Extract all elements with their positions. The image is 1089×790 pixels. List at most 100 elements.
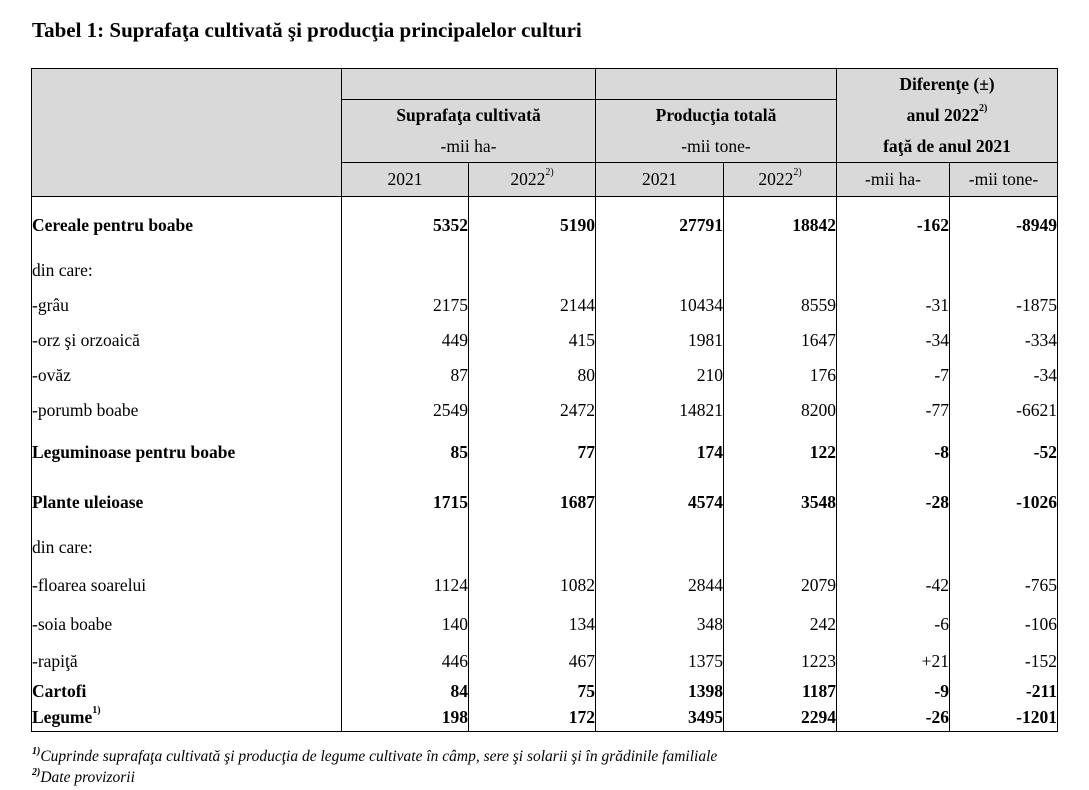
header-diff-line2: anul 20222) [836,99,1058,132]
cell-diff-ha: -42 [836,566,950,605]
cell-prod-2022: 1187 [723,677,837,705]
cell-area-2021: 87 [341,357,469,393]
header-diff-line2-sup: 2) [979,103,988,114]
header-diff-unit-t: -mii tone- [949,162,1058,197]
cell-area-2021: 446 [341,644,469,678]
row-label: Leguminoase pentru boabe [31,427,342,478]
row-label-text: din care: [32,536,93,557]
row-label: -grâu [31,287,342,323]
cell-area-2022: 172 [468,704,596,732]
table-row: -orz şi orzoaică 449 415 1981 1647 -34 -334 [31,322,1058,358]
row-label: Cartofi [31,677,342,705]
footnote-2-mark: 2) [32,767,41,778]
cell-prod-2021: 27791 [595,196,724,254]
table-body: Cereale pentru boabe 5352 5190 27791 18842 -1… [31,196,1058,732]
cell-diff-t: -1201 [949,704,1058,732]
cell-diff-ha [836,253,950,288]
row-label-text: Plante uleioase [32,492,144,512]
cell-area-2021: 198 [341,704,469,732]
header-year-2022-area: 20222) [468,162,596,197]
cell-prod-2022: 18842 [723,196,837,254]
row-label: -floarea soarelui [31,566,342,605]
row-label-text: -porumb boabe [32,399,139,420]
header-year-2022-prod-sup: 2) [793,167,802,178]
row-label: din care: [31,527,342,567]
table-row: Cartofi 84 75 1398 1187 -9 -211 [31,677,1058,705]
table-row: Plante uleioase 1715 1687 4574 3548 -28 -1026 [31,477,1058,528]
footnote-2: 2)Date provizorii [32,767,135,787]
row-label: -rapiţă [31,644,342,678]
cell-prod-2021: 14821 [595,392,724,428]
cell-area-2021 [341,527,469,567]
row-label-text: -soia boabe [32,614,113,634]
header-year-2022-prod: 20222) [723,162,837,197]
cell-prod-2022: 1223 [723,644,837,678]
cell-diff-t: -34 [949,357,1058,393]
cell-diff-t: -52 [949,427,1058,478]
table-row: Legume1) 198 172 3495 2294 -26 -1201 [31,704,1058,732]
row-label-text: -orz şi orzoaică [32,329,140,350]
header-prod-title: Producţia totală [595,99,837,132]
header-area-unit: -mii ha- [341,131,596,163]
table-row: -ovăz 87 80 210 176 -7 -34 [31,357,1058,393]
cell-diff-ha [836,527,950,567]
cell-area-2021: 5352 [341,196,469,254]
cell-prod-2021 [595,253,724,288]
cell-area-2021 [341,253,469,288]
cell-diff-t: -152 [949,644,1058,678]
row-label-text: -grâu [32,294,69,315]
table-row: -porumb boabe 2549 2472 14821 8200 -77 -6621 [31,392,1058,428]
table-row: -floarea soarelui 1124 1082 2844 2079 -42 -765 [31,566,1058,605]
header-prod-top-cell [595,68,837,100]
cell-prod-2022 [723,527,837,567]
cell-area-2022 [468,253,596,288]
cell-prod-2022: 8559 [723,287,837,323]
row-label-sup: 1) [92,705,101,717]
table-row: -grâu 2175 2144 10434 8559 -31 -1875 [31,287,1058,323]
cell-diff-t [949,253,1058,288]
table-row: -rapiţă 446 467 1375 1223 +21 -152 [31,644,1058,678]
cell-diff-ha: -162 [836,196,950,254]
cell-prod-2022: 8200 [723,392,837,428]
cell-diff-ha: -77 [836,392,950,428]
row-label: -porumb boabe [31,392,342,428]
table-row: -soia boabe 140 134 348 242 -6 -106 [31,604,1058,645]
header-year-2021-prod: 2021 [595,162,724,197]
cell-prod-2021: 210 [595,357,724,393]
cell-area-2021: 1715 [341,477,469,528]
cell-prod-2021 [595,527,724,567]
cell-diff-ha: -8 [836,427,950,478]
row-label-text: Leguminoase pentru boabe [32,442,236,462]
table-header: Diferenţe (±) Suprafaţa cultivată Produc… [31,68,1058,197]
cell-area-2022: 1082 [468,566,596,605]
cell-diff-t: -6621 [949,392,1058,428]
cell-diff-ha: -34 [836,322,950,358]
cell-area-2021: 1124 [341,566,469,605]
cell-area-2022: 75 [468,677,596,705]
cell-area-2022: 77 [468,427,596,478]
cell-prod-2021: 1375 [595,644,724,678]
header-area-top-cell [341,68,596,100]
cell-area-2021: 449 [341,322,469,358]
cell-prod-2021: 3495 [595,704,724,732]
cell-prod-2022: 1647 [723,322,837,358]
cell-diff-ha: -26 [836,704,950,732]
header-prod-unit: -mii tone- [595,131,837,163]
cell-diff-ha: -7 [836,357,950,393]
cell-diff-t: -106 [949,604,1058,645]
table-row: Leguminoase pentru boabe 85 77 174 122 -8 -52 [31,427,1058,478]
cell-diff-t: -1875 [949,287,1058,323]
cell-prod-2022 [723,253,837,288]
cell-prod-2021: 4574 [595,477,724,528]
header-empty-cell [31,68,342,197]
cell-prod-2021: 1398 [595,677,724,705]
cell-prod-2022: 242 [723,604,837,645]
footnote-2-text: Date provizorii [40,769,135,786]
cell-area-2021: 2549 [341,392,469,428]
row-label-text: Legume [32,707,93,728]
row-label: Cereale pentru boabe [31,196,342,254]
cell-diff-ha: -31 [836,287,950,323]
cell-area-2022 [468,527,596,567]
header-year-2022-area-text: 2022 [510,169,546,189]
cell-prod-2021: 1981 [595,322,724,358]
